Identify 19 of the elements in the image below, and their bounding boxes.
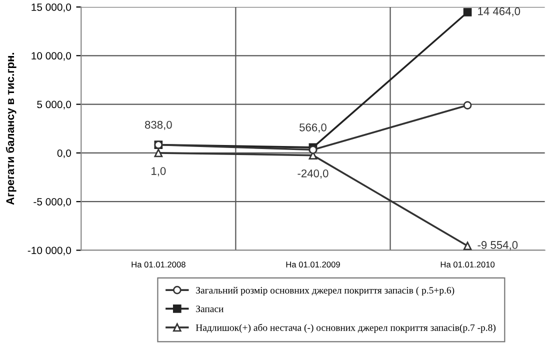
y-tick-label: 5 000,0 — [37, 100, 72, 110]
legend-label: Загальний розмір основних джерел покриття запасів ( р.5+р.6) — [196, 286, 454, 296]
data-label: 566,0 — [300, 123, 326, 133]
data-label: 838,0 — [145, 120, 172, 130]
x-tick-label: На 01.01.2008 — [132, 262, 186, 268]
data-label: 1,0 — [152, 167, 166, 176]
legend-label: Надлишок(+) або нестача (-) основних джерел покриття запасів(р.7 -р.8) — [196, 324, 496, 333]
y-tick-label: 0,0 — [57, 149, 72, 158]
x-tick-label: На 01.01.2009 — [286, 262, 340, 268]
data-label: -9 554,0 — [478, 241, 518, 250]
y-tick-label: 15 000,0 — [32, 4, 72, 12]
data-label: -240,0 — [298, 169, 328, 179]
data-label: 14 464,0 — [478, 7, 520, 17]
y-axis-title: Агрегати балансу в тис.грн. — [6, 52, 16, 205]
y-tick-label: 10 000,0 — [32, 52, 72, 61]
legend-label: Запаси — [196, 306, 224, 312]
y-tick-label: -5 000,0 — [34, 198, 72, 207]
y-tick-label: -10 000,0 — [28, 246, 72, 256]
x-tick-label: На 01.01.2010 — [440, 262, 495, 268]
